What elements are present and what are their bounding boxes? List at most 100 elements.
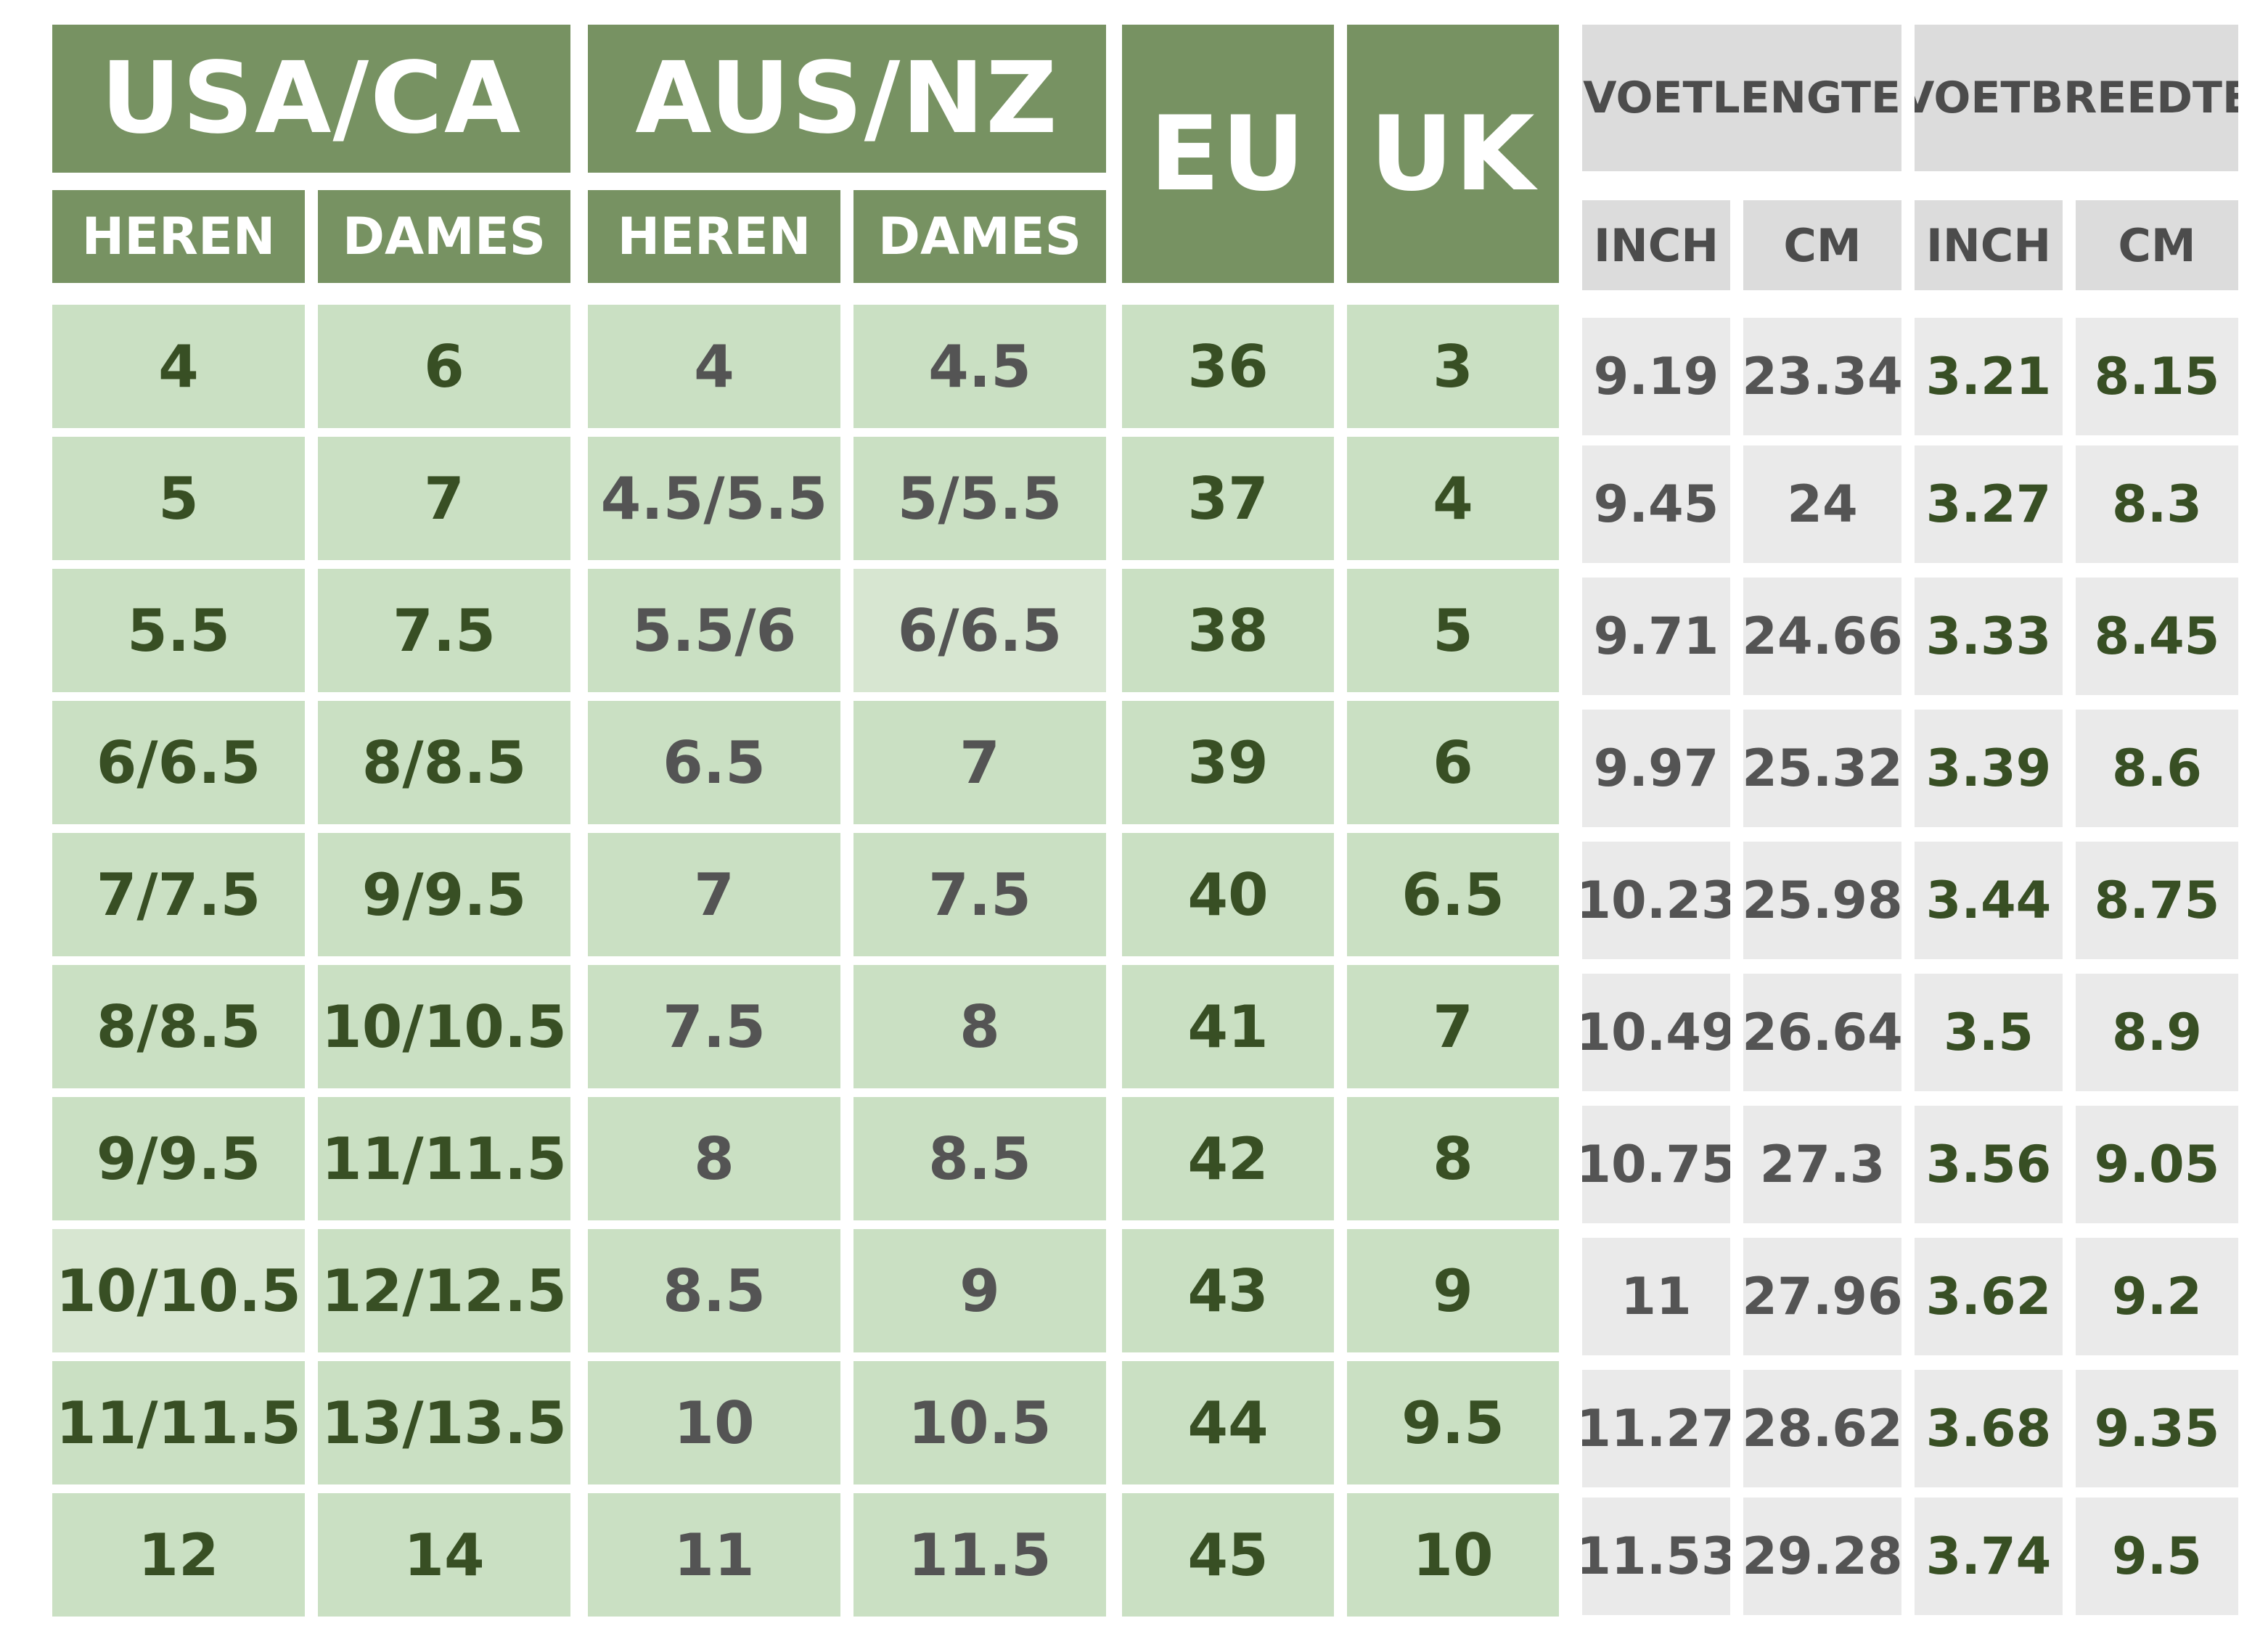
voetlengte-cm-cell: 25.32 (1743, 710, 1901, 827)
voetlengte-cm-cell: 24.66 (1743, 578, 1901, 695)
voetlengte-cm-cell: 23.34 (1743, 318, 1901, 435)
voetbreedte-inch-cell: 3.62 (1915, 1238, 2063, 1355)
aus-heren-cell: 4.5/5.5 (588, 437, 840, 560)
subheader-voetbreedte-cm: CM (2076, 200, 2238, 290)
voetlengte-cm-cell: 24 (1743, 445, 1901, 563)
eu-cell: 45 (1122, 1493, 1334, 1617)
subheader-usa-heren: HEREN (52, 190, 305, 283)
aus-heren-cell: 8 (588, 1097, 840, 1220)
header-eu: EU (1122, 25, 1334, 283)
header-voetbreedte: VOETBREEDTE (1915, 25, 2238, 171)
aus-heren-cell: 7.5 (588, 965, 840, 1088)
voetbreedte-inch-cell: 3.21 (1915, 318, 2063, 435)
subheader-voetbreedte-inch: INCH (1915, 200, 2063, 290)
aus-heren-cell: 8.5 (588, 1229, 840, 1352)
usa-heren-cell: 4 (52, 305, 305, 428)
eu-cell: 40 (1122, 833, 1334, 956)
aus-heren-cell: 4 (588, 305, 840, 428)
uk-cell: 6 (1347, 701, 1559, 824)
subheader-voetlengte-inch: INCH (1582, 200, 1730, 290)
usa-dames-cell: 8/8.5 (318, 701, 570, 824)
aus-dames-cell: 9 (853, 1229, 1106, 1352)
voetlengte-inch-cell: 10.49 (1582, 974, 1730, 1091)
voetbreedte-cm-cell: 8.45 (2076, 578, 2238, 695)
voetbreedte-cm-cell: 8.6 (2076, 710, 2238, 827)
voetbreedte-inch-cell: 3.5 (1915, 974, 2063, 1091)
aus-heren-cell: 5.5/6 (588, 569, 840, 692)
uk-cell: 5 (1347, 569, 1559, 692)
voetbreedte-cm-cell: 8.3 (2076, 445, 2238, 563)
eu-cell: 37 (1122, 437, 1334, 560)
subheader-voetlengte-cm: CM (1743, 200, 1901, 290)
aus-dames-cell: 6/6.5 (853, 569, 1106, 692)
aus-dames-cell: 7.5 (853, 833, 1106, 956)
voetbreedte-cm-cell: 8.9 (2076, 974, 2238, 1091)
usa-dames-cell: 6 (318, 305, 570, 428)
voetbreedte-inch-cell: 3.68 (1915, 1370, 2063, 1487)
voetlengte-inch-cell: 11.53 (1582, 1498, 1730, 1615)
voetlengte-cm-cell: 25.98 (1743, 842, 1901, 959)
eu-cell: 39 (1122, 701, 1334, 824)
aus-heren-cell: 11 (588, 1493, 840, 1617)
voetbreedte-cm-cell: 9.2 (2076, 1238, 2238, 1355)
eu-cell: 41 (1122, 965, 1334, 1088)
aus-dames-cell: 11.5 (853, 1493, 1106, 1617)
usa-dames-cell: 11/11.5 (318, 1097, 570, 1220)
usa-dames-cell: 10/10.5 (318, 965, 570, 1088)
voetbreedte-inch-cell: 3.44 (1915, 842, 2063, 959)
usa-heren-cell: 5 (52, 437, 305, 560)
uk-cell: 7 (1347, 965, 1559, 1088)
voetbreedte-inch-cell: 3.27 (1915, 445, 2063, 563)
aus-dames-cell: 7 (853, 701, 1106, 824)
voetlengte-inch-cell: 10.75 (1582, 1106, 1730, 1223)
usa-dames-cell: 9/9.5 (318, 833, 570, 956)
voetlengte-cm-cell: 28.62 (1743, 1370, 1901, 1487)
voetbreedte-cm-cell: 9.05 (2076, 1106, 2238, 1223)
subheader-aus-heren: HEREN (588, 190, 840, 283)
voetlengte-inch-cell: 9.19 (1582, 318, 1730, 435)
voetlengte-inch-cell: 10.23 (1582, 842, 1730, 959)
aus-dames-cell: 8.5 (853, 1097, 1106, 1220)
usa-dames-cell: 7.5 (318, 569, 570, 692)
voetbreedte-cm-cell: 8.15 (2076, 318, 2238, 435)
usa-heren-cell: 6/6.5 (52, 701, 305, 824)
voetbreedte-inch-cell: 3.33 (1915, 578, 2063, 695)
usa-dames-cell: 12/12.5 (318, 1229, 570, 1352)
eu-cell: 38 (1122, 569, 1334, 692)
voetlengte-cm-cell: 27.96 (1743, 1238, 1901, 1355)
voetbreedte-cm-cell: 8.75 (2076, 842, 2238, 959)
aus-dames-cell: 5/5.5 (853, 437, 1106, 560)
uk-cell: 4 (1347, 437, 1559, 560)
usa-heren-cell: 11/11.5 (52, 1361, 305, 1484)
usa-dames-cell: 7 (318, 437, 570, 560)
usa-heren-cell: 9/9.5 (52, 1097, 305, 1220)
header-voetlengte: VOETLENGTE (1582, 25, 1901, 171)
eu-cell: 43 (1122, 1229, 1334, 1352)
uk-cell: 9.5 (1347, 1361, 1559, 1484)
usa-heren-cell: 7/7.5 (52, 833, 305, 956)
usa-dames-cell: 14 (318, 1493, 570, 1617)
header-usa-ca: USA/CA (52, 25, 570, 173)
usa-heren-cell: 5.5 (52, 569, 305, 692)
voetbreedte-cm-cell: 9.35 (2076, 1370, 2238, 1487)
aus-dames-cell: 4.5 (853, 305, 1106, 428)
voetbreedte-cm-cell: 9.5 (2076, 1498, 2238, 1615)
voetbreedte-inch-cell: 3.56 (1915, 1106, 2063, 1223)
usa-heren-cell: 10/10.5 (52, 1229, 305, 1352)
subheader-usa-dames: DAMES (318, 190, 570, 283)
usa-heren-cell: 8/8.5 (52, 965, 305, 1088)
voetlengte-cm-cell: 26.64 (1743, 974, 1901, 1091)
usa-heren-cell: 12 (52, 1493, 305, 1617)
uk-cell: 9 (1347, 1229, 1559, 1352)
subheader-aus-dames: DAMES (853, 190, 1106, 283)
voetbreedte-inch-cell: 3.74 (1915, 1498, 2063, 1615)
aus-heren-cell: 7 (588, 833, 840, 956)
uk-cell: 6.5 (1347, 833, 1559, 956)
voetlengte-inch-cell: 11 (1582, 1238, 1730, 1355)
voetlengte-cm-cell: 27.3 (1743, 1106, 1901, 1223)
eu-cell: 36 (1122, 305, 1334, 428)
aus-dames-cell: 8 (853, 965, 1106, 1088)
voetlengte-inch-cell: 9.97 (1582, 710, 1730, 827)
voetbreedte-inch-cell: 3.39 (1915, 710, 2063, 827)
